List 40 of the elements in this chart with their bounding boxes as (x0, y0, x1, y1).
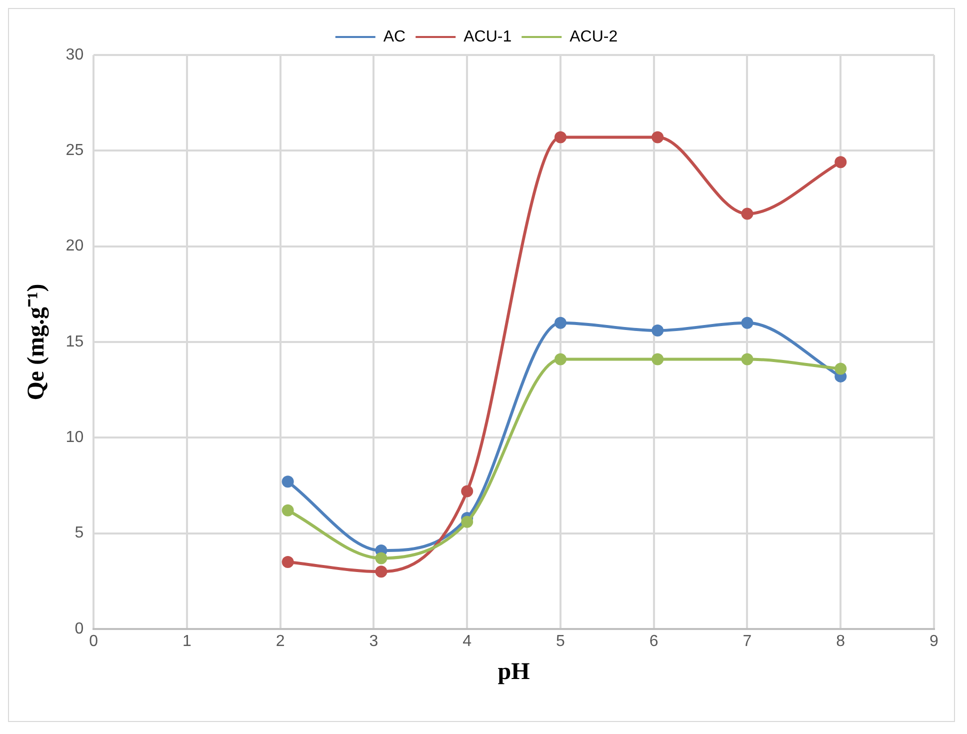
x-tick-label: 9 (930, 633, 939, 650)
y-tick-label: 15 (66, 333, 84, 350)
point (652, 131, 664, 144)
x-tick-label: 7 (742, 633, 752, 650)
point (741, 353, 754, 366)
y-tick-label: 20 (66, 238, 84, 255)
point (461, 516, 474, 528)
y-tick-label: 30 (66, 46, 84, 64)
x-tick-label: 4 (462, 633, 472, 650)
x-axis-title: pH (498, 658, 530, 685)
point (375, 552, 388, 564)
point (461, 485, 474, 498)
x-tick-label: 8 (836, 633, 846, 650)
y-axis-title: Qe (mg.g⁻¹) (24, 284, 50, 400)
point (282, 476, 294, 488)
point (652, 353, 664, 366)
x-tick-label: 6 (649, 633, 658, 650)
x-tick-label: 1 (182, 633, 192, 650)
legend-label: AC (383, 28, 406, 46)
point (282, 556, 294, 568)
legend-label: ACU-1 (464, 28, 512, 46)
legend-label: ACU-2 (570, 28, 618, 46)
y-tick-label: 10 (66, 429, 84, 446)
y-tick-label: 5 (74, 524, 84, 542)
point (834, 362, 847, 375)
y-tick-label: 0 (74, 620, 84, 638)
x-tick-label: 0 (89, 633, 98, 650)
point (554, 131, 566, 144)
point (554, 316, 566, 329)
x-tick-label: 3 (369, 633, 378, 650)
point (741, 208, 754, 220)
point (554, 353, 566, 366)
point (741, 316, 754, 329)
point (375, 566, 388, 578)
point (834, 156, 847, 168)
point (282, 504, 294, 516)
x-tick-label: 2 (276, 633, 285, 650)
x-tick-label: 5 (556, 633, 566, 650)
point (652, 324, 664, 337)
y-tick-label: 25 (66, 142, 84, 160)
